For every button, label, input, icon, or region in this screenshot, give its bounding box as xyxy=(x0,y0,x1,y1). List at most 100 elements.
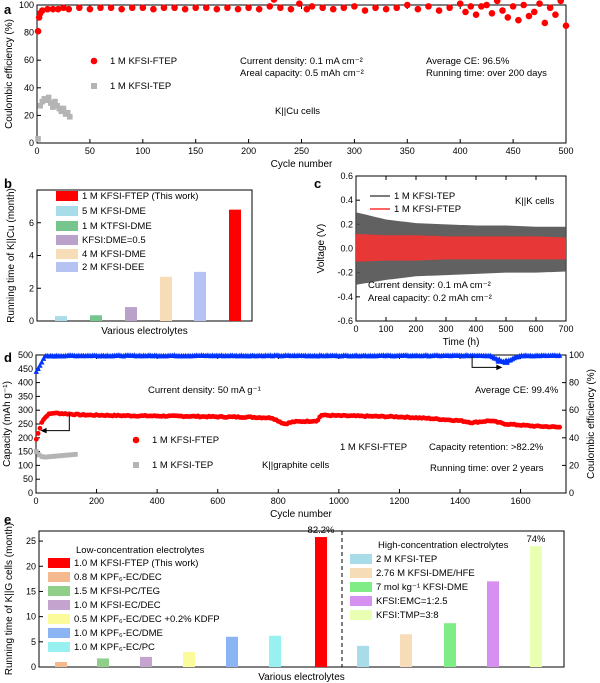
y-tick-label: 0 xyxy=(29,316,34,326)
capacity-point-tep xyxy=(66,452,72,458)
capacity-point-tep xyxy=(54,453,60,459)
data-point xyxy=(287,5,295,13)
bar xyxy=(125,307,137,321)
data-point xyxy=(255,5,263,13)
bar xyxy=(140,656,152,667)
y-tick-label: 0 xyxy=(28,488,33,498)
bar xyxy=(444,623,456,667)
x-tick-label: 600 xyxy=(528,324,543,334)
x-tick-label: 700 xyxy=(558,324,573,334)
x-tick-label: 400 xyxy=(453,146,468,156)
legend-swatch xyxy=(48,642,70,652)
data-point xyxy=(361,7,369,14)
y-tick-label: 2 xyxy=(29,283,34,293)
ce-point xyxy=(39,359,45,365)
legend-marker xyxy=(91,83,97,89)
ce-point xyxy=(556,352,563,358)
capacity-point-tep xyxy=(72,451,78,457)
y-tick-label: 4 xyxy=(29,251,34,261)
legend-swatch xyxy=(48,628,70,638)
y-tick-label: 40 xyxy=(24,83,34,93)
data-point xyxy=(483,1,490,9)
legend-swatch xyxy=(48,600,70,610)
data-point xyxy=(192,4,199,12)
data-point xyxy=(525,12,533,20)
data-point xyxy=(546,4,554,12)
panel-label-b: b xyxy=(4,176,12,191)
data-point xyxy=(372,4,379,12)
x-axis-label: Time (h) xyxy=(443,337,480,348)
annotation: Running time: over 2 years xyxy=(430,463,544,474)
panel-label-d: d xyxy=(4,350,12,365)
legend-label: 1 M KFSI-TEP xyxy=(394,191,455,202)
legend-swatch xyxy=(56,221,78,231)
y-tick-label: 100 xyxy=(19,0,34,10)
data-point xyxy=(60,4,67,12)
bar xyxy=(487,581,499,667)
arrow-to-left-axis xyxy=(42,412,70,432)
y-tick-label: 80 xyxy=(24,28,34,38)
y-tick-label: 450 xyxy=(18,364,33,374)
ce-point xyxy=(495,356,504,364)
panel-d: d0 200 400 600 800 1000 1200 1400 16000501001502… xyxy=(2,350,597,520)
bar xyxy=(55,661,67,667)
arrowhead xyxy=(496,364,503,371)
data-point xyxy=(86,5,94,13)
panel-a: a 0 50 100 150 200 250 300 350 400 450 500 0 20 40 60 80… xyxy=(4,0,574,170)
data-point xyxy=(425,3,432,10)
y-tick-label: -0.6 xyxy=(337,316,353,326)
annotation: Running time: over 200 days xyxy=(426,68,547,79)
data-point xyxy=(64,109,71,116)
legend-label: 1 M KFSI-TEP xyxy=(110,81,171,92)
legend-label: 4 M KFSI-DME xyxy=(82,249,146,260)
data-point xyxy=(34,27,42,35)
capacity-point-tep xyxy=(42,454,48,460)
bar-value-label: 82.2% xyxy=(308,525,335,536)
data-point xyxy=(150,5,157,13)
legend-label: 0.8 M KPF₆-EC/DEC xyxy=(74,572,162,583)
legend-label: 7 mol kg⁻¹ KFSI-DME xyxy=(376,582,468,593)
data-point xyxy=(270,0,278,3)
capacity-point-tep xyxy=(36,452,42,458)
data-point xyxy=(50,104,56,110)
x-axis-label: Cycle number xyxy=(271,159,333,170)
legend-marker xyxy=(90,57,98,65)
data-point xyxy=(303,5,311,13)
data-point xyxy=(308,3,316,10)
annotation: Current density: 0.1 mA cm⁻² xyxy=(368,280,491,291)
y-tick-label-right: 0 xyxy=(569,488,574,498)
annotation: Current density: 50 mA g⁻¹ xyxy=(148,385,261,396)
data-point xyxy=(266,3,274,10)
ce-point xyxy=(35,365,41,371)
y-axis-label: Running time of K||Cu (month) xyxy=(6,188,17,323)
legend-label: KFSI:EMC=1:2.5 xyxy=(376,596,448,607)
legend-label: 1.0 M KPF₆-EC/PC xyxy=(74,642,155,653)
x-tick-label: 1000 xyxy=(329,496,349,506)
capacity-point-tep xyxy=(63,452,69,458)
data-point xyxy=(45,94,52,101)
y-tick-label: 0.0 xyxy=(340,244,353,254)
data-point xyxy=(202,4,210,12)
data-point xyxy=(97,4,104,12)
bar xyxy=(357,645,369,667)
y-tick-label-right: 80 xyxy=(569,378,579,388)
y-tick-label: 25 xyxy=(26,536,36,546)
x-axis-label: Various electrolytes xyxy=(101,326,188,337)
legend-swatch xyxy=(350,596,372,606)
y-axis-label: Capacity (mAh g⁻¹) xyxy=(2,381,13,467)
data-point xyxy=(49,5,57,13)
x-tick-label: 400 xyxy=(468,324,483,334)
legend-label: 2 M KFSI-DEE xyxy=(82,262,144,273)
data-point xyxy=(54,5,62,13)
legend-label: 1 M KFSI-FTEP (This work) xyxy=(82,191,198,202)
bar xyxy=(315,537,327,667)
y-tick-label-right: 40 xyxy=(569,433,579,443)
y-tick-label: 6 xyxy=(29,218,34,228)
data-point xyxy=(488,9,496,17)
data-point xyxy=(319,4,326,12)
legend-marker xyxy=(132,436,140,444)
data-point xyxy=(224,4,231,12)
bar xyxy=(183,651,195,667)
capacity-point-tep xyxy=(48,454,54,459)
